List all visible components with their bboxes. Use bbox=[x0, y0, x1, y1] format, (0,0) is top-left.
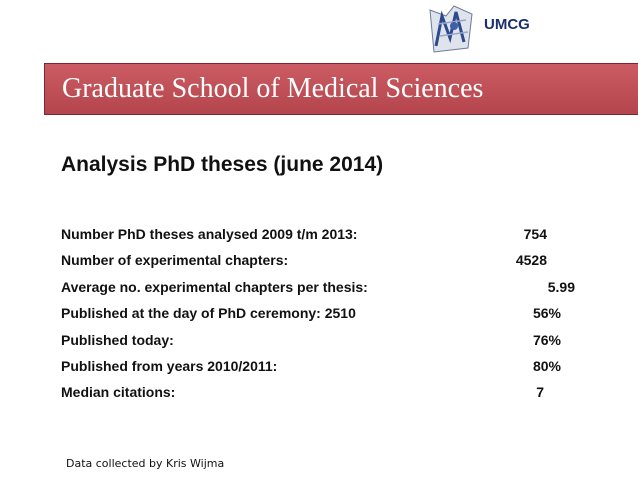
stat-label: Published today: bbox=[61, 331, 174, 348]
stat-row: Number PhD theses analysed 2009 t/m 2013… bbox=[61, 226, 601, 252]
stat-row: Published today: 76% bbox=[61, 332, 601, 358]
umcg-logo: UMCG bbox=[424, 2, 544, 54]
stat-value: 7 bbox=[536, 384, 544, 401]
stats-list: Number PhD theses analysed 2009 t/m 2013… bbox=[61, 226, 601, 411]
logo-wordmark: UMCG bbox=[484, 16, 530, 33]
stat-value: 754 bbox=[523, 226, 547, 242]
stat-label: Average no. experimental chapters per th… bbox=[61, 278, 368, 295]
stat-label: Number of experimental chapters: bbox=[61, 252, 289, 269]
stat-row: Published at the day of PhD ceremony: 25… bbox=[61, 305, 601, 331]
umcg-logo-mark-icon bbox=[429, 5, 473, 53]
stat-value: 4528 bbox=[515, 252, 547, 269]
stat-row: Median citations: 7 bbox=[61, 384, 601, 410]
banner-title: Graduate School of Medical Sciences bbox=[62, 73, 484, 104]
stat-row: Average no. experimental chapters per th… bbox=[61, 279, 601, 305]
title-banner: Graduate School of Medical Sciences bbox=[44, 63, 638, 115]
data-source-note: Data collected by Kris Wijma bbox=[66, 457, 225, 470]
stat-label: Published from years 2010/2011: bbox=[61, 357, 278, 374]
stat-value: 80% bbox=[532, 357, 561, 374]
stat-value: 56% bbox=[532, 305, 561, 322]
page-heading: Analysis PhD theses (june 2014) bbox=[61, 153, 384, 176]
stat-label: Published at the day of PhD ceremony: 25… bbox=[61, 305, 356, 322]
stat-value: 76% bbox=[532, 331, 561, 348]
stat-row: Published from years 2010/2011: 80% bbox=[61, 358, 601, 384]
stat-label: Median citations: bbox=[61, 384, 176, 401]
stat-label: Number PhD theses analysed 2009 t/m 2013… bbox=[61, 226, 358, 242]
stat-value: 5.99 bbox=[547, 278, 575, 295]
stat-row: Number of experimental chapters: 4528 bbox=[61, 252, 601, 278]
